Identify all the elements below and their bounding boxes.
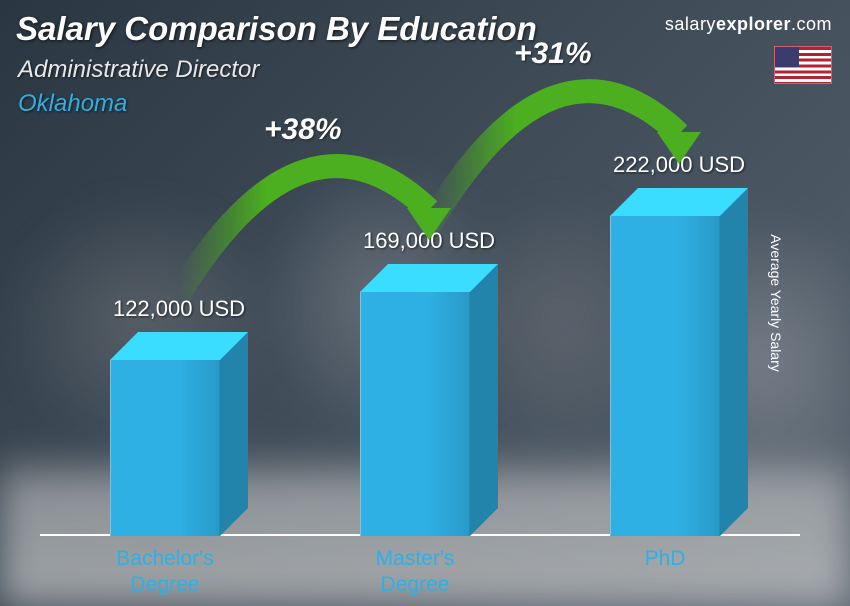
increase-percent-label: +31% [514, 37, 592, 71]
page-location: Oklahoma [18, 90, 127, 118]
us-flag-icon [774, 46, 832, 84]
brand-prefix: salary [665, 14, 716, 34]
bar-chart: 122,000 USDBachelor's Degree169,000 USDM… [40, 136, 800, 536]
brand-suffix: .com [791, 14, 832, 34]
bar-category-label: Bachelor's Degree [65, 546, 265, 599]
page-subtitle: Administrative Director [18, 56, 259, 84]
increase-percent-label: +38% [264, 113, 342, 147]
bar-0: 122,000 USDBachelor's Degree [110, 360, 220, 536]
bar-category-label: PhD [565, 546, 765, 572]
infographic-container: Salary Comparison By Education Administr… [0, 0, 850, 606]
bar-category-label: Master's Degree [315, 546, 515, 599]
bar-side [220, 332, 248, 536]
brand-bold: explorer [716, 14, 791, 34]
bar-side [470, 264, 498, 536]
bar-side [720, 188, 748, 536]
bar-front [110, 360, 220, 536]
brand-logo: salaryexplorer.com [665, 14, 832, 35]
